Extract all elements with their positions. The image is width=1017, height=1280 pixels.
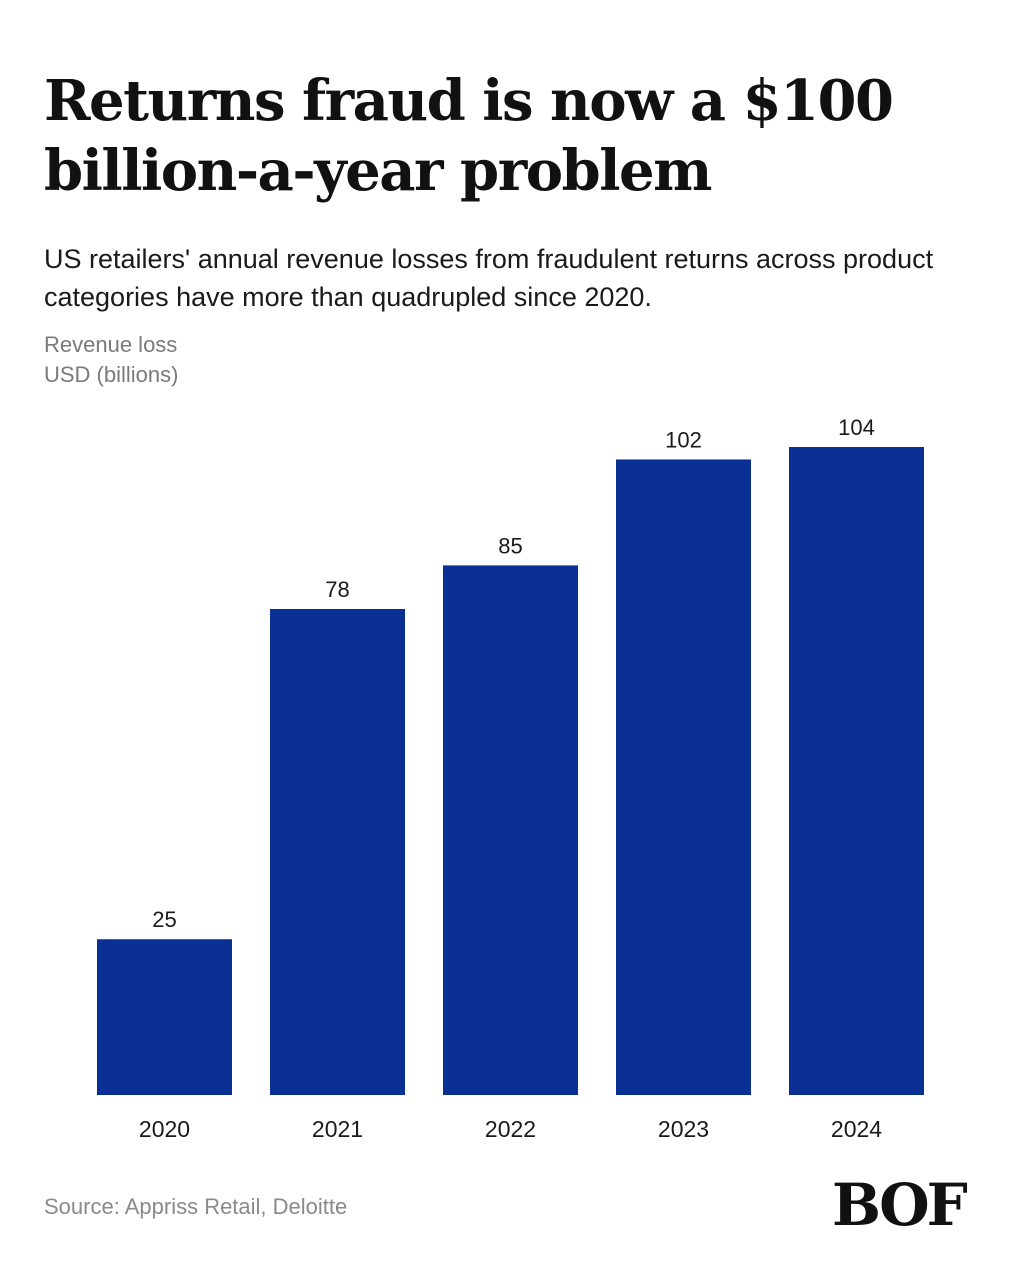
bar-2023 bbox=[616, 459, 751, 1095]
bar-2022 bbox=[443, 565, 578, 1095]
chart-title: Returns fraud is now a $100 billion-a-ye… bbox=[44, 68, 894, 204]
value-label-2024: 104 bbox=[838, 415, 875, 440]
y-axis-label-line1: Revenue loss bbox=[44, 332, 178, 357]
category-label-2020: 2020 bbox=[139, 1116, 190, 1142]
bar-2021 bbox=[270, 609, 405, 1095]
value-label-2023: 102 bbox=[665, 427, 702, 452]
category-label-2024: 2024 bbox=[831, 1116, 882, 1142]
value-label-2021: 78 bbox=[325, 577, 349, 602]
bar-2020 bbox=[97, 939, 232, 1095]
category-label-2021: 2021 bbox=[312, 1116, 363, 1142]
category-label-2023: 2023 bbox=[658, 1116, 709, 1142]
chart-subtitle: US retailers' annual revenue losses from… bbox=[44, 244, 934, 312]
bof-logo: BOF bbox=[832, 1171, 968, 1239]
y-axis-label-line2: USD (billions) bbox=[44, 362, 179, 387]
bar-2024 bbox=[789, 447, 924, 1095]
bar-chart: 25 2020 78 2021 85 2022 102 2023 104 2024 bbox=[97, 415, 924, 1142]
value-label-2022: 85 bbox=[498, 533, 522, 558]
source-note: Source: Appriss Retail, Deloitte bbox=[44, 1194, 348, 1219]
category-label-2022: 2022 bbox=[485, 1116, 536, 1142]
value-label-2020: 25 bbox=[152, 907, 176, 932]
